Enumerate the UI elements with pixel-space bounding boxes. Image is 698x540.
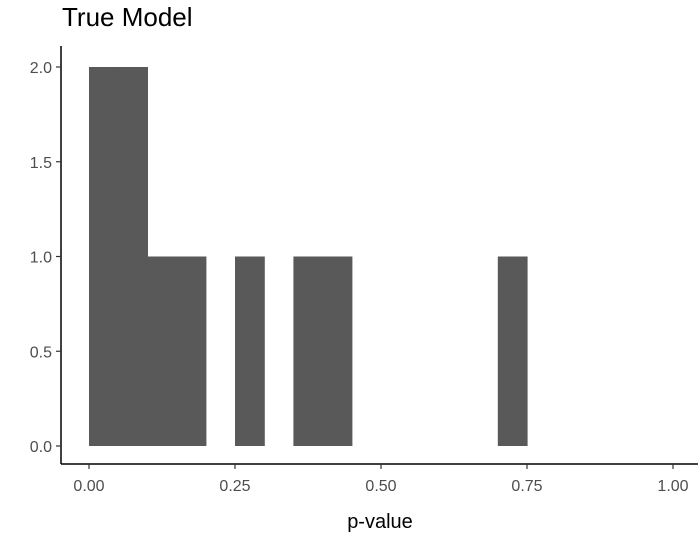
y-tick-label: 1.0 (30, 250, 52, 267)
chart-title: True Model (62, 2, 193, 32)
x-tick-label: 0.00 (73, 478, 104, 495)
y-tick-label: 2.0 (30, 60, 52, 77)
y-axis: 0.0 0.5 1.0 1.5 2.0 (30, 46, 62, 464)
histogram-bar (89, 67, 119, 446)
x-tick-label: 0.25 (219, 478, 250, 495)
histogram-bar (176, 256, 207, 446)
x-axis: 0.00 0.25 0.50 0.75 1.00 (61, 463, 698, 495)
histogram-bar (235, 256, 265, 446)
x-tick-label: 0.50 (365, 478, 396, 495)
histogram-bar (322, 256, 353, 446)
x-tick-label: 1.00 (657, 478, 688, 495)
x-tick-label: 0.75 (511, 478, 542, 495)
bars-group (89, 67, 528, 446)
histogram-bar (497, 256, 528, 446)
histogram-bar (118, 67, 148, 446)
histogram-bar (147, 256, 178, 446)
y-tick-label: 1.5 (30, 155, 52, 172)
y-tick-label: 0.0 (30, 439, 52, 456)
histogram-bar (293, 256, 324, 446)
y-tick-label: 0.5 (30, 344, 52, 361)
x-axis-title: p-value (347, 511, 413, 533)
